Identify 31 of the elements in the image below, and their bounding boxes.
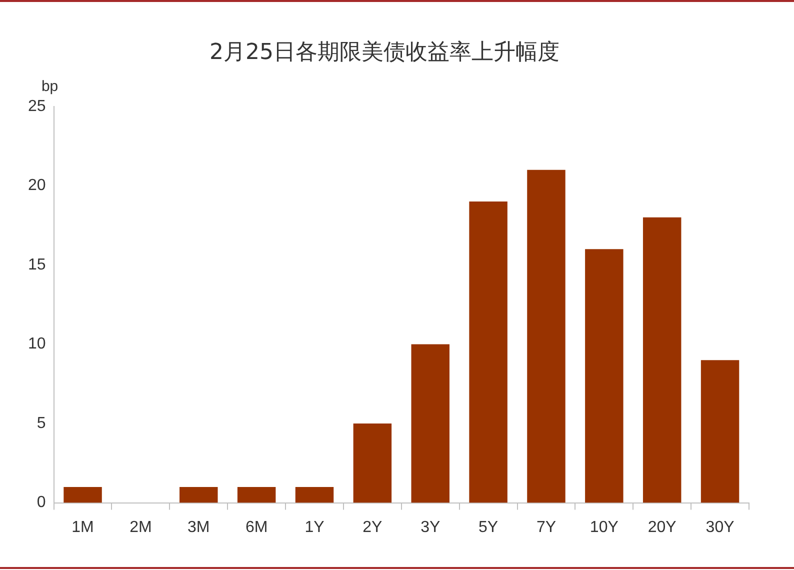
bar	[700, 360, 740, 503]
x-tick-label: 7Y	[536, 518, 556, 536]
bar	[642, 217, 682, 503]
y-tick-label: 25	[28, 98, 46, 115]
x-tick-label: 5Y	[478, 518, 498, 536]
x-tick-label: 2Y	[362, 518, 383, 536]
bar	[469, 202, 508, 503]
bar	[180, 486, 218, 503]
x-tick-label: 20Y	[648, 518, 677, 536]
y-axis-title: bp	[41, 78, 58, 96]
x-tick-label: 6M	[245, 518, 268, 536]
y-tick-label: 10	[28, 336, 46, 353]
x-tick-label: 10Y	[590, 518, 619, 536]
bar	[527, 170, 566, 503]
bar	[353, 424, 392, 503]
x-tick-label: 2M	[130, 518, 152, 536]
chart-title: 2月25日各期限美债收益率上升幅度	[210, 40, 560, 65]
bar	[237, 486, 276, 503]
bar	[295, 486, 334, 503]
y-tick-label: 20	[28, 177, 46, 194]
y-tick-label: 15	[28, 256, 46, 274]
x-tick-label: 1Y	[304, 518, 325, 536]
x-tick-label: 30Y	[706, 518, 735, 536]
bar	[64, 486, 102, 503]
y-tick-label: 5	[36, 414, 46, 432]
x-tick-label: 3Y	[420, 518, 440, 536]
x-tick-label: 1M	[72, 518, 94, 536]
bar	[411, 344, 450, 503]
x-tick-label: 3M	[188, 518, 210, 536]
bar	[585, 249, 624, 503]
y-tick-label: 0	[36, 494, 46, 512]
